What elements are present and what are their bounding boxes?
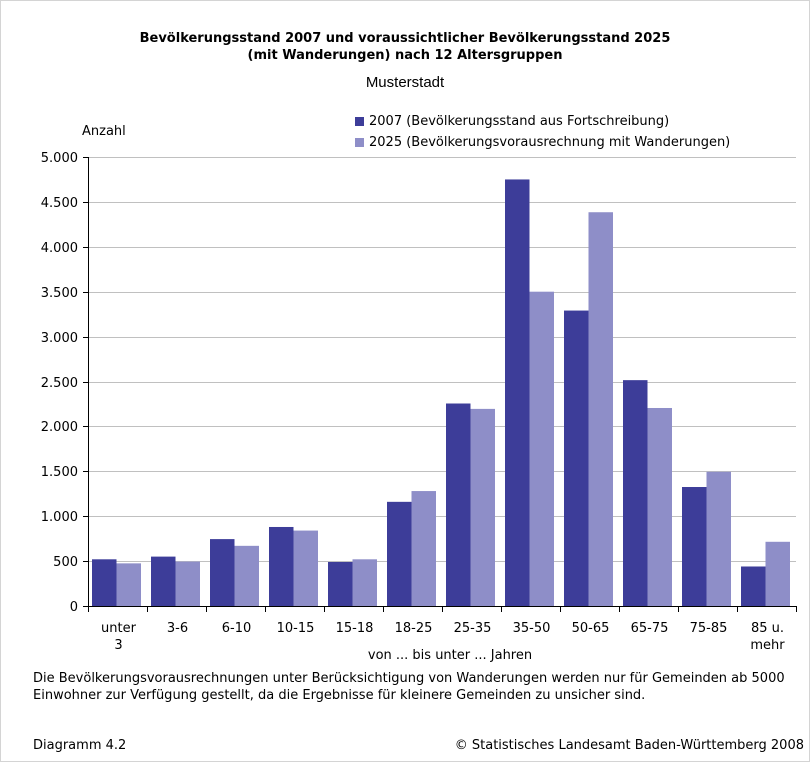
x-tick-label: 85 u. [751,621,784,636]
y-tick-label: 500 [53,555,78,570]
x-tick-label: mehr [750,638,785,653]
x-tick-label: 15-18 [336,621,374,636]
y-tick-label: 3.500 [41,286,78,301]
legend-label-2007: 2007 (Bevölkerungsstand aus Fortschreibu… [369,113,670,129]
y-tick-label: 2.000 [41,420,78,435]
bar-2025 [470,408,495,606]
bar-2007 [210,539,235,606]
bar-2007 [564,310,589,606]
copyright: © Statistisches Landesamt Baden-Württemb… [454,738,804,753]
x-tick-label: 3-6 [167,621,188,636]
bar-2007 [387,501,412,606]
y-axis-label: Anzahl [82,124,126,139]
x-tick-label: 75-85 [690,621,728,636]
bar-2007 [92,559,117,606]
y-tick-label: 2.500 [41,376,78,391]
y-tick-label: 1.500 [41,465,78,480]
legend-swatch-2025 [355,137,364,147]
bar-2025 [234,545,259,606]
bar-2007 [741,566,766,606]
bar-2025 [411,491,436,606]
y-tick-label: 4.000 [41,241,78,256]
y-tick-label: 1.000 [41,510,78,525]
legend-swatch-2007 [355,116,364,126]
chart-title: Bevölkerungsstand 2007 und voraussichtli… [139,31,671,46]
x-tick-label: 65-75 [631,621,669,636]
y-tick-label: 4.500 [41,196,78,211]
y-tick-label: 3.000 [41,331,78,346]
bar-2025 [116,563,141,606]
x-tick-label: 10-15 [277,621,315,636]
bar-2007 [269,526,294,606]
bar-2007 [446,403,471,606]
x-tick-label: 18-25 [395,621,433,636]
chart-subtitle: Musterstadt [365,74,445,91]
bar-2025 [293,530,318,606]
bar-2007 [328,562,353,606]
x-axis-label: von ... bis unter ... Jahren [367,648,533,663]
bar-2025 [175,561,200,606]
bar-2007 [505,179,530,606]
bar-2025 [765,541,790,606]
bar-2025 [706,471,731,606]
y-tick-label: 0 [70,600,78,615]
bar-2025 [352,559,377,606]
bar-2025 [529,291,554,606]
x-tick-label: unter [101,621,137,636]
legend-label-2025: 2025 (Bevölkerungsvorausrechnung mit Wan… [369,134,731,150]
x-tick-label: 35-50 [513,621,551,636]
legend-item-2007: 2007 (Bevölkerungsstand aus Fortschreibu… [355,112,669,130]
bar-2007 [682,487,707,606]
y-tick-label: 5.000 [41,151,78,166]
legend-item-2025: 2025 (Bevölkerungsvorausrechnung mit Wan… [355,133,730,151]
x-tick-label: 50-65 [572,621,610,636]
bar-2025 [588,212,613,607]
bar-2007 [623,380,648,606]
chart-title-line2: (mit Wanderungen) nach 12 Altersgruppen [247,48,563,63]
x-tick-label: 3 [114,638,122,653]
bar-2007 [151,556,176,606]
footnote: Die Bevölkerungsvorausrechnungen unter B… [33,671,785,703]
x-tick-label: 6-10 [222,621,252,636]
bar-2025 [647,407,672,606]
x-tick-label: 25-35 [454,621,492,636]
diagram-label: Diagramm 4.2 [33,738,127,753]
